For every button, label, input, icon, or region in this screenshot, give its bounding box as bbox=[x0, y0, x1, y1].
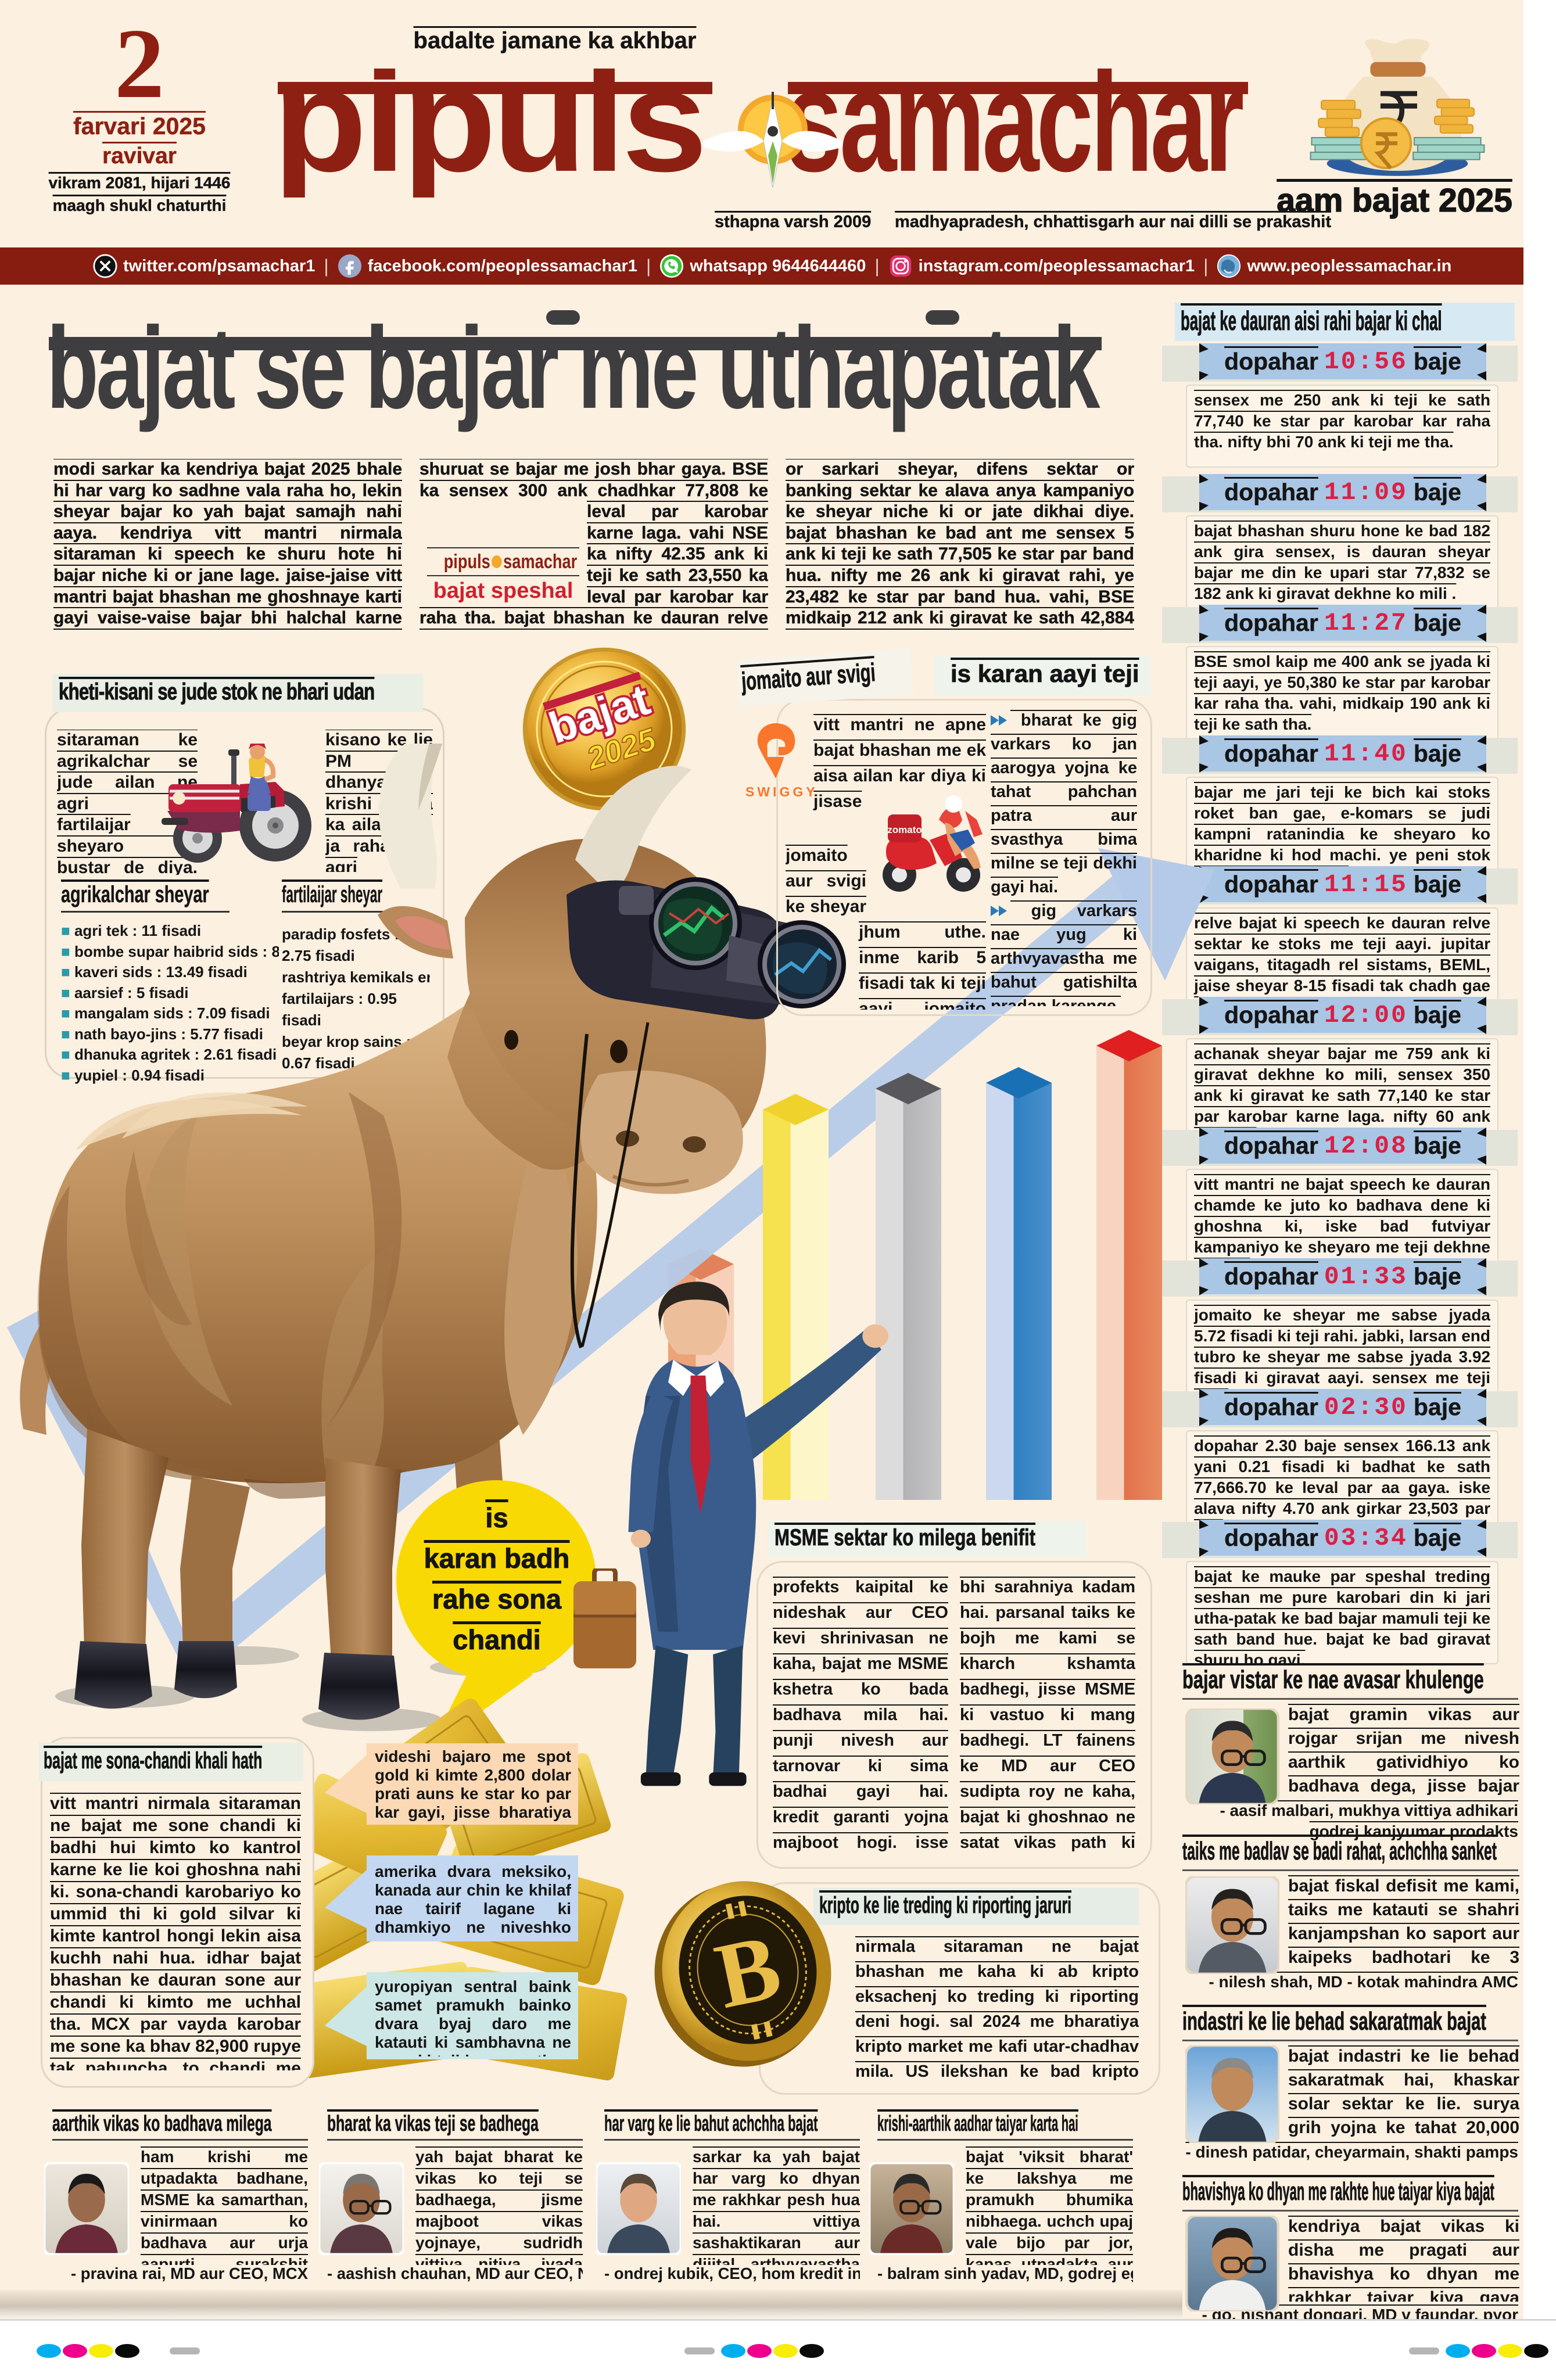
svg-text:zomato: zomato bbox=[887, 824, 922, 835]
